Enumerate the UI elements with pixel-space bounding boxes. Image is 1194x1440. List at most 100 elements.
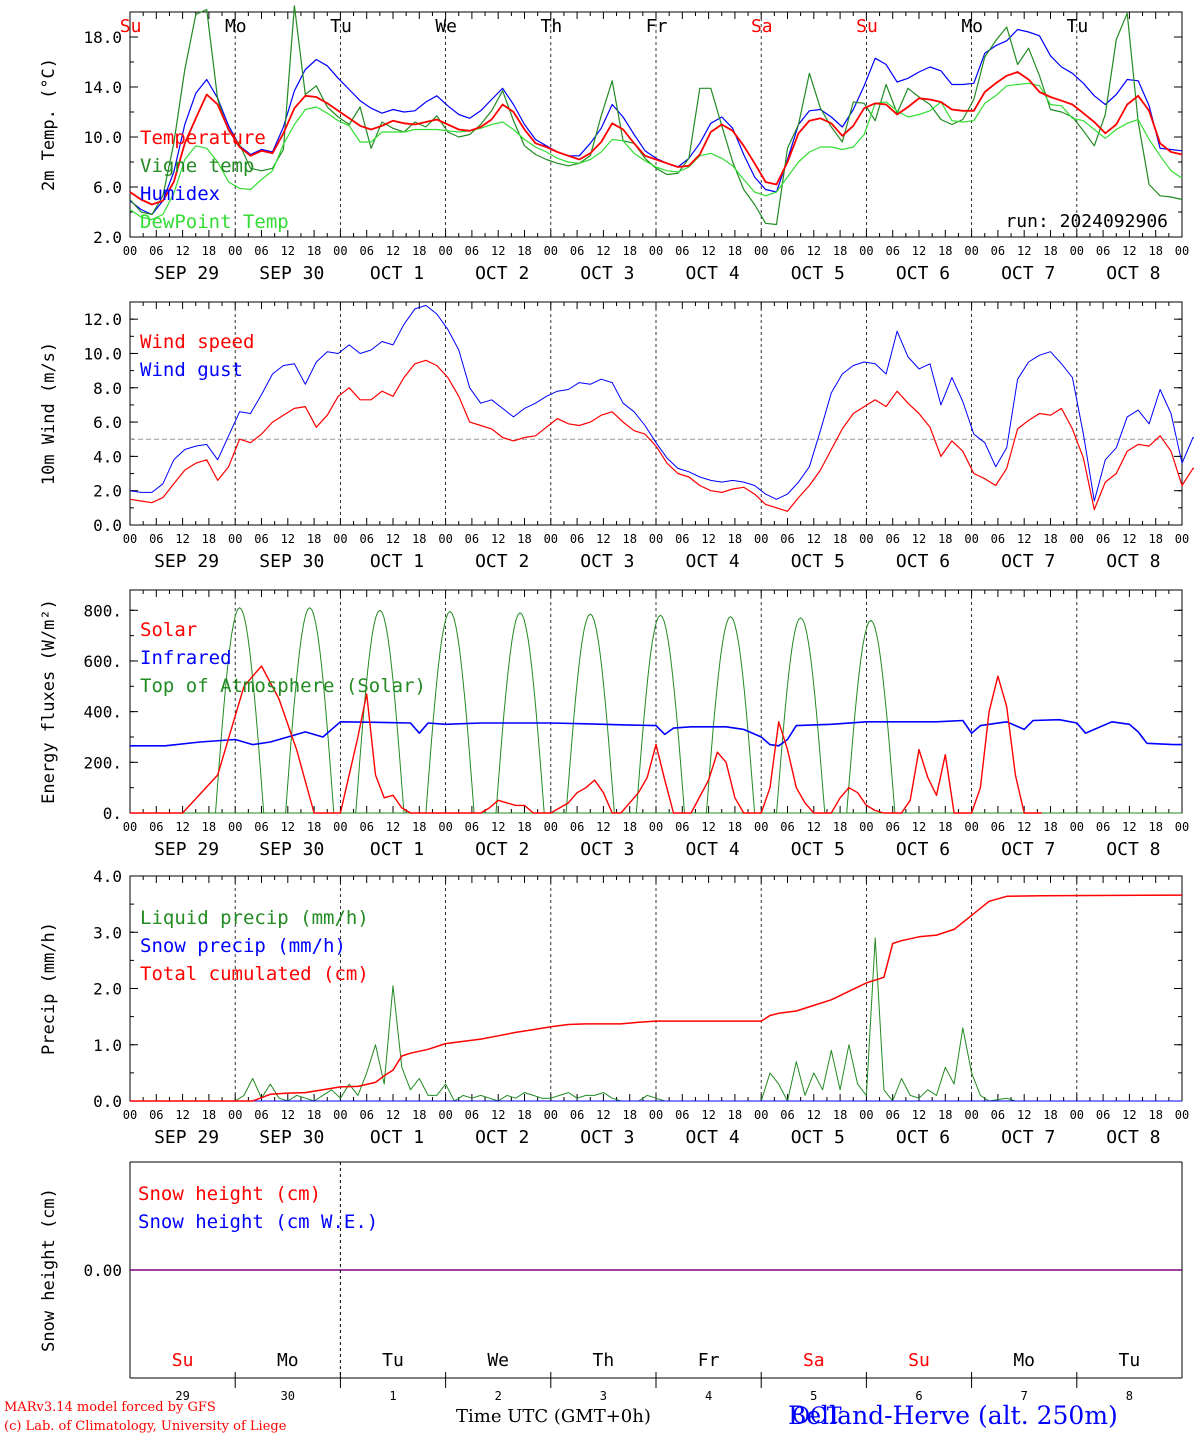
day-name: Th [541, 16, 563, 37]
hour-tick-label: 12 [175, 1108, 189, 1122]
hour-tick-label: 00 [333, 244, 347, 258]
hour-tick-label: 18 [307, 244, 321, 258]
hour-tick-label: 12 [807, 1108, 821, 1122]
hour-tick-label: 18 [1148, 820, 1162, 834]
series-line-0 [129, 71, 1183, 206]
legend-entry: Snow height (cm) [138, 1183, 321, 1205]
y-tick-label: 400. [83, 703, 122, 722]
date-label: OCT 4 [686, 839, 740, 860]
date-label: OCT 6 [896, 263, 950, 284]
hour-tick-label: 00 [438, 820, 452, 834]
legend-entry: Vigne temp [140, 155, 254, 177]
y-tick-label: 6.0 [93, 178, 122, 197]
date-label: OCT 5 [791, 839, 845, 860]
hour-tick-label: 00 [333, 1108, 347, 1122]
hour-tick-label: 00 [544, 820, 558, 834]
day-name: Mo [1013, 1350, 1035, 1371]
day-name: Su [908, 1350, 930, 1371]
series-line-1 [129, 304, 1194, 502]
hour-tick-label: 06 [149, 244, 163, 258]
model-credit-line-1: MARv3.14 model forced by GFS [4, 1400, 216, 1415]
hour-tick-label: 18 [1148, 532, 1162, 546]
hour-tick-label: 12 [596, 1108, 610, 1122]
date-label: SEP 29 [154, 551, 219, 572]
hour-tick-label: 06 [465, 532, 479, 546]
y-axis-label: Energy fluxes (W/m²) [39, 599, 59, 804]
hour-tick-label: 00 [333, 820, 347, 834]
hour-tick-label: 00 [649, 820, 663, 834]
hour-tick-label: 12 [912, 820, 926, 834]
toa-solar-arc [215, 607, 265, 814]
date-label: OCT 6 [896, 551, 950, 572]
series-line-0 [129, 359, 1194, 512]
legend-entry: Top of Atmosphere (Solar) [140, 675, 426, 697]
station-title: Belland-Herve (alt. 250m) [788, 1401, 1118, 1430]
y-tick-label: 2.0 [93, 482, 122, 501]
date-label: OCT 1 [370, 1127, 424, 1148]
day-name: Tu [1119, 1350, 1141, 1371]
hour-tick-label: 12 [491, 244, 505, 258]
hour-tick-label: 18 [517, 244, 531, 258]
hour-tick-label: 06 [780, 244, 794, 258]
hour-tick-label: 00 [228, 1108, 242, 1122]
date-label: OCT 2 [475, 551, 529, 572]
legend-entry: Infrared [140, 647, 232, 669]
hour-tick-label: 00 [754, 1108, 768, 1122]
hour-tick-label: 06 [570, 1108, 584, 1122]
day-number: 5 [810, 1389, 817, 1403]
hour-tick-label: 06 [885, 244, 899, 258]
hour-tick-label: 06 [149, 532, 163, 546]
hour-tick-label: 18 [833, 244, 847, 258]
date-label: OCT 1 [370, 839, 424, 860]
hour-tick-label: 12 [1122, 820, 1136, 834]
date-label: SEP 30 [259, 551, 324, 572]
hour-tick-label: 18 [833, 532, 847, 546]
day-name: Su [120, 16, 142, 37]
day-name: Mo [277, 1350, 299, 1371]
overlap-text: OCT [792, 1404, 842, 1429]
hour-tick-label: 06 [465, 820, 479, 834]
hour-tick-label: 06 [570, 820, 584, 834]
series-line-infrared [130, 718, 1182, 747]
hour-tick-label: 06 [359, 1108, 373, 1122]
date-label: OCT 8 [1106, 839, 1160, 860]
date-label: OCT 5 [791, 1127, 845, 1148]
panel-frame-1 [129, 301, 1183, 526]
day-number: 8 [1126, 1389, 1133, 1403]
y-tick-label: 4.0 [93, 447, 122, 466]
hour-tick-label: 06 [465, 244, 479, 258]
hour-tick-label: 06 [254, 532, 268, 546]
day-name: Tu [330, 16, 352, 37]
hour-tick-label: 12 [386, 244, 400, 258]
hour-tick-label: 18 [1043, 244, 1057, 258]
hour-tick-label: 12 [281, 532, 295, 546]
hour-tick-label: 06 [991, 532, 1005, 546]
hour-tick-label: 18 [938, 820, 952, 834]
series-line-0 [130, 937, 1182, 1102]
hour-tick-label: 06 [149, 1108, 163, 1122]
hour-tick-label: 06 [570, 244, 584, 258]
y-axis-label: 2m Temp. (°C) [39, 58, 59, 191]
day-name: Su [856, 16, 878, 37]
day-name: Fr [698, 1350, 720, 1371]
hour-tick-label: 18 [728, 820, 742, 834]
date-label: OCT 4 [686, 1127, 740, 1148]
hour-tick-label: 12 [1122, 244, 1136, 258]
legend-entry: Wind gust [140, 359, 243, 381]
hour-tick-label: 06 [359, 532, 373, 546]
time-axis-label: Time UTC (GMT+0h) [456, 1406, 651, 1427]
date-label: SEP 29 [154, 839, 219, 860]
date-label: OCT 2 [475, 1127, 529, 1148]
day-name: Sa [751, 16, 773, 37]
hour-tick-label: 12 [807, 244, 821, 258]
hour-tick-label: 06 [780, 532, 794, 546]
hour-tick-label: 18 [728, 532, 742, 546]
y-axis-label: Snow height (cm) [39, 1188, 59, 1352]
y-tick-label: 12.0 [83, 310, 122, 329]
legend-entry: Total cumulated (cm) [140, 963, 369, 985]
hour-tick-label: 06 [359, 244, 373, 258]
hour-tick-label: 18 [517, 532, 531, 546]
hour-tick-label: 18 [622, 532, 636, 546]
hour-tick-label: 06 [780, 1108, 794, 1122]
hour-tick-label: 06 [991, 820, 1005, 834]
